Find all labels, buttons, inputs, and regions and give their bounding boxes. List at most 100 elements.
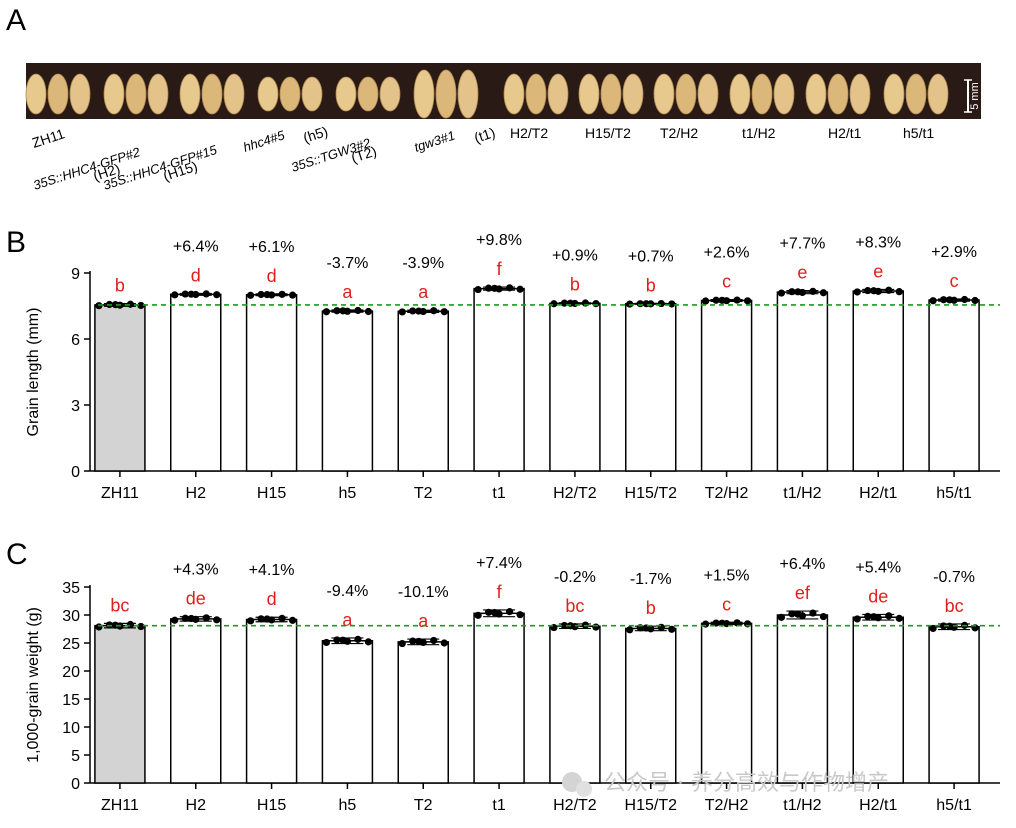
bar-t1/H2 <box>776 614 829 784</box>
data-point <box>516 285 524 293</box>
grain-6-2 <box>435 69 457 119</box>
grain-3-3 <box>223 73 245 115</box>
data-point <box>111 301 120 309</box>
y-tick-label: 6 <box>71 332 80 349</box>
bar-h5 <box>321 310 374 472</box>
significance-letter: b <box>115 276 125 296</box>
data-point <box>430 636 438 645</box>
data-point <box>430 307 438 315</box>
percent-change: +4.1% <box>249 562 295 579</box>
data-point <box>626 626 634 634</box>
x-tick-label: H2/t1 <box>859 485 897 502</box>
x-tick-label: H15 <box>257 485 286 502</box>
x-tick-label: H2 <box>186 797 207 814</box>
significance-letter: b <box>570 275 580 295</box>
data-point <box>929 624 937 633</box>
percent-change: -10.1% <box>398 584 449 601</box>
bar-T2 <box>397 310 449 472</box>
bar-H2/t1 <box>852 616 904 784</box>
scale-bar-label: 5 mm <box>969 82 981 110</box>
y-tick-label: 20 <box>62 664 80 681</box>
watermark: 公众号 · 养分高效与作物增产 <box>604 771 889 796</box>
data-point <box>415 637 423 645</box>
data-point <box>278 290 286 298</box>
data-point <box>137 622 145 631</box>
bar-T2/H2 <box>700 622 753 784</box>
significance-letter: a <box>342 610 353 630</box>
grain-9-2 <box>675 73 697 115</box>
grain-3-2 <box>201 73 223 115</box>
data-point <box>333 636 341 644</box>
grain-1-2 <box>47 73 69 115</box>
data-point <box>354 306 362 315</box>
x-tick-label: H2/T2 <box>553 797 597 814</box>
data-point <box>137 301 145 310</box>
data-point <box>213 616 221 624</box>
percent-change: +7.4% <box>476 555 522 572</box>
significance-letter: d <box>267 266 277 286</box>
bar-h5 <box>321 640 374 784</box>
data-point <box>257 290 265 299</box>
grain-10-1 <box>729 73 751 115</box>
percent-change: -3.9% <box>402 255 444 272</box>
data-point <box>864 286 872 295</box>
data-point <box>809 287 817 295</box>
data-point <box>415 307 423 315</box>
grain-12-3 <box>927 73 949 115</box>
percent-change: -0.2% <box>554 569 596 586</box>
percent-change: +2.9% <box>931 244 977 261</box>
y-tick-label: 30 <box>62 608 80 625</box>
data-point <box>490 284 499 292</box>
significance-letter: bc <box>565 596 584 616</box>
significance-letter: e <box>873 262 883 282</box>
grain-label-sub-5: (T2) <box>349 143 378 166</box>
x-tick-label: H15/T2 <box>625 797 678 814</box>
data-point <box>213 291 221 299</box>
data-point <box>187 614 195 623</box>
data-point <box>278 614 286 622</box>
data-point <box>398 639 406 648</box>
significance-letter: c <box>722 594 731 614</box>
data-point <box>354 635 362 643</box>
data-point <box>288 291 297 299</box>
data-point <box>885 612 893 620</box>
x-tick-label: h5 <box>339 485 357 502</box>
data-point <box>819 289 828 297</box>
grain-1-3 <box>69 73 91 115</box>
data-point <box>440 639 448 647</box>
data-point <box>668 300 676 308</box>
percent-change: +6.4% <box>780 556 826 573</box>
data-point <box>794 610 802 618</box>
grain-5-3 <box>379 76 401 112</box>
bar-t1 <box>473 287 525 472</box>
grain-2-3 <box>147 73 169 115</box>
grain-label-sub-6: (t1) <box>472 124 497 146</box>
data-point <box>788 288 796 296</box>
grain-weight-chart: 0 5 10 15 20 25 30 35 1,000-grain weight (g) ZH11… <box>25 555 1000 814</box>
significance-letter: de <box>868 586 888 606</box>
grain-label-10: t1/H2 <box>742 125 776 141</box>
grain-8-1 <box>578 73 600 115</box>
data-point <box>440 308 448 316</box>
percent-change: +6.4% <box>173 238 219 255</box>
data-point <box>701 620 710 628</box>
data-point <box>288 616 297 624</box>
data-point <box>263 291 271 299</box>
data-point <box>257 615 265 623</box>
percent-change: -9.4% <box>327 583 369 600</box>
data-point <box>819 612 828 621</box>
grain-images <box>25 69 949 119</box>
grain-label-12: h5/t1 <box>903 125 934 141</box>
percent-change: +7.7% <box>780 236 826 253</box>
x-tick-label: t1/H2 <box>783 485 821 502</box>
grain-labels: ZH1135S::HHC4-GFP#2(H2)35S::HHC4-GFP#15(… <box>30 123 934 193</box>
data-point <box>202 614 210 622</box>
x-tick-label: t1/H2 <box>783 797 821 814</box>
x-tick-label: T2 <box>414 485 433 502</box>
significance-letter: b <box>646 598 656 618</box>
bar-H2 <box>170 293 222 472</box>
x-tick-label: T2/H2 <box>705 797 749 814</box>
bar-H15/T2 <box>625 303 677 472</box>
bar-H2 <box>170 618 222 784</box>
